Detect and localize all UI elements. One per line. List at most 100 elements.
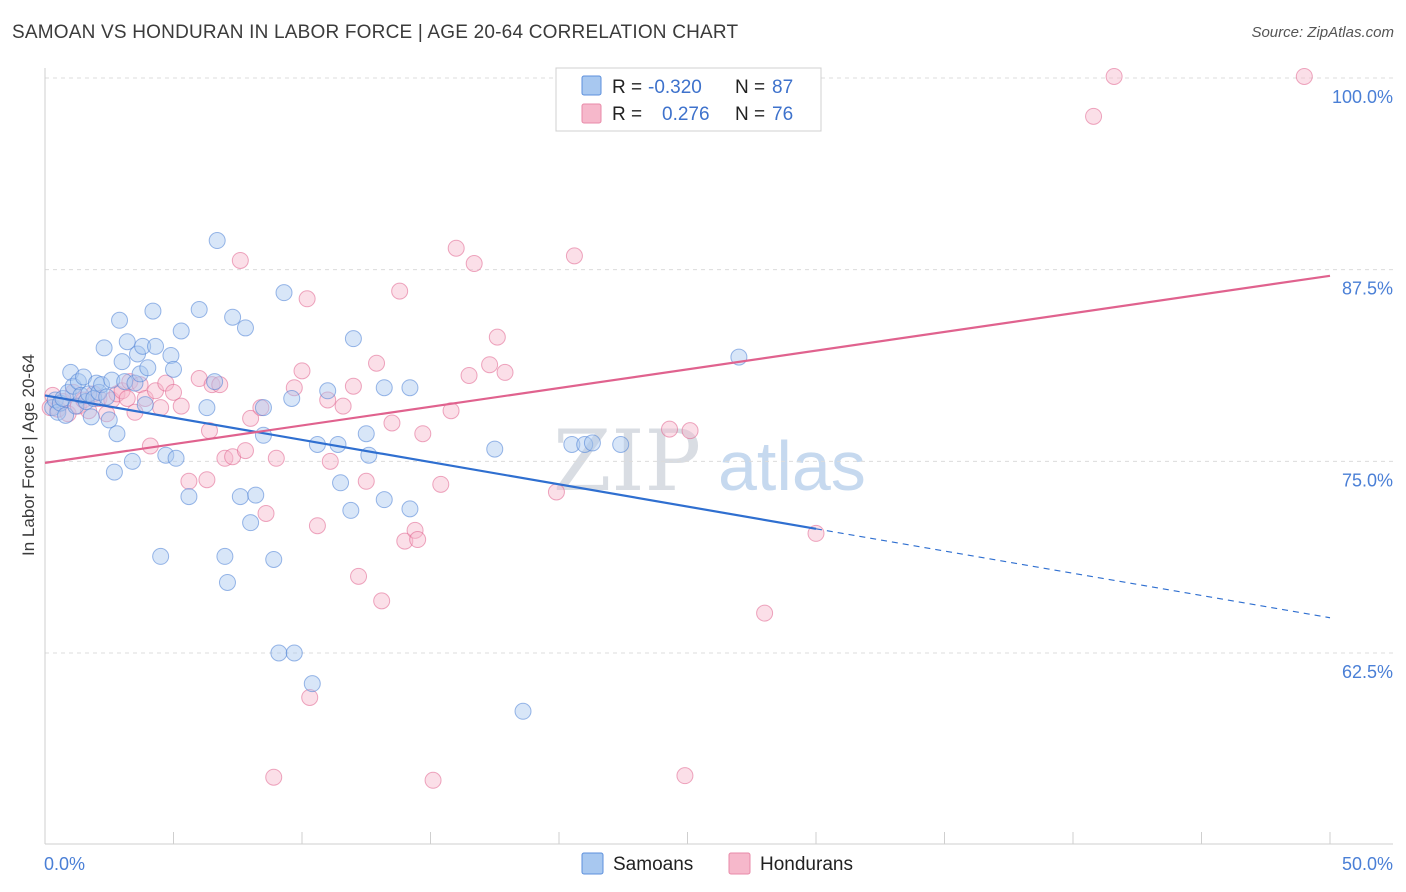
honduran-point: [265, 768, 283, 786]
honduran-point: [383, 414, 401, 432]
honduran-point: [285, 379, 303, 397]
samoan-point: [113, 353, 131, 371]
honduran-point: [308, 517, 326, 535]
samoan-point: [134, 337, 152, 355]
samoan-point: [190, 301, 208, 319]
y-tick-label: 62.5%: [1342, 662, 1393, 682]
honduran-point: [368, 354, 386, 372]
samoan-point: [283, 389, 301, 407]
samoan-point: [242, 514, 260, 532]
legend-n-value-samoans: 87: [772, 77, 793, 98]
samoan-point: [401, 500, 419, 518]
honduran-point: [321, 452, 339, 470]
legend-swatch-hondurans: [581, 103, 602, 124]
honduran-point: [1085, 107, 1103, 125]
chart-source: Source: ZipAtlas.com: [1251, 24, 1394, 41]
samoan-point: [118, 333, 136, 351]
honduran-point: [301, 688, 319, 706]
honduran-point: [1295, 67, 1313, 85]
x-axis-ticks: [173, 832, 1331, 844]
samoan-point: [208, 232, 226, 250]
samoan-point: [332, 474, 350, 492]
legend-r-label-samoans: R =: [612, 77, 642, 98]
series-samoans-points: [44, 232, 748, 720]
honduran-point: [231, 251, 249, 269]
samoan-point: [111, 311, 129, 329]
honduran-point: [409, 531, 427, 549]
honduran-point: [676, 767, 694, 785]
bottom-legend-swatch-hondurans: [728, 852, 751, 875]
samoan-point: [69, 373, 87, 391]
samoan-point: [303, 675, 321, 693]
trend-lines: [44, 274, 1331, 619]
samoan-point: [123, 452, 141, 470]
legend-r-value-hondurans: 0.276: [662, 104, 710, 125]
samoan-point: [162, 347, 180, 365]
honduran-point: [565, 247, 583, 265]
x-tick-label-min: 0.0%: [44, 854, 85, 874]
honduran-point: [293, 362, 311, 380]
samoan-point: [514, 702, 532, 720]
samoan-point: [167, 449, 185, 467]
legend-n-label-hondurans: N =: [735, 104, 765, 125]
chart-title: SAMOAN VS HONDURAN IN LABOR FORCE | AGE …: [12, 22, 739, 43]
watermark-zip: ZIP: [553, 412, 701, 510]
honduran-point: [357, 472, 375, 490]
y-tick-label: 75.0%: [1342, 470, 1393, 490]
samoan-point: [401, 379, 419, 397]
samoan-point: [136, 396, 154, 414]
samoan-point: [206, 373, 224, 391]
samoan-point: [198, 399, 216, 417]
honduran-point: [460, 366, 478, 384]
honduran-point: [334, 397, 352, 415]
samoan-point: [275, 284, 293, 302]
honduran-point: [198, 471, 216, 489]
samoans-trend-extension: [815, 528, 1331, 619]
honduran-point: [172, 397, 190, 415]
honduran-point: [344, 377, 362, 395]
honduran-point: [756, 604, 774, 622]
honduran-point: [319, 391, 337, 409]
samoan-point: [98, 388, 116, 406]
honduran-point: [180, 472, 198, 490]
samoan-point: [375, 379, 393, 397]
honduran-point: [424, 771, 442, 789]
samoan-point: [180, 488, 198, 506]
honduran-point: [242, 409, 260, 427]
bottom-legend-swatch-samoans: [581, 852, 604, 875]
honduran-point: [257, 504, 275, 522]
bottom-legend-label-samoans: Samoans: [613, 854, 693, 875]
samoan-point: [563, 435, 581, 453]
hondurans-trend-line: [44, 274, 1331, 464]
bottom-legend-label-hondurans: Hondurans: [760, 854, 853, 875]
samoan-point: [108, 425, 126, 443]
samoan-point: [247, 486, 265, 504]
honduran-point: [165, 383, 182, 401]
samoan-point: [254, 399, 272, 417]
samoan-point: [165, 360, 182, 378]
samoan-point: [486, 440, 504, 458]
samoan-point: [82, 408, 100, 426]
samoan-point: [216, 547, 234, 565]
watermark-atlas: atlas: [718, 427, 866, 505]
samoan-point: [285, 644, 303, 662]
legend-r-value-samoans: -0.320: [648, 77, 702, 98]
honduran-point: [373, 592, 391, 610]
samoan-point: [139, 359, 157, 377]
samoan-point: [152, 547, 170, 565]
honduran-point: [118, 389, 136, 407]
samoan-point: [157, 446, 175, 464]
samoan-point: [103, 371, 121, 389]
samoan-point: [224, 308, 242, 326]
honduran-point: [267, 449, 285, 467]
y-tick-label: 87.5%: [1342, 279, 1393, 299]
legend: R = -0.320 N = 87 R = 0.276 N = 76: [555, 67, 822, 132]
y-axis-tick-labels: 62.5% 75.0% 87.5% 100.0%: [1332, 87, 1393, 682]
axes: [44, 68, 1393, 845]
samoan-point: [126, 374, 144, 392]
honduran-point: [391, 282, 409, 300]
samoan-point: [583, 434, 601, 452]
samoan-point: [270, 644, 288, 662]
samoan-point: [144, 302, 162, 320]
legend-r-label-hondurans: R =: [612, 104, 642, 125]
